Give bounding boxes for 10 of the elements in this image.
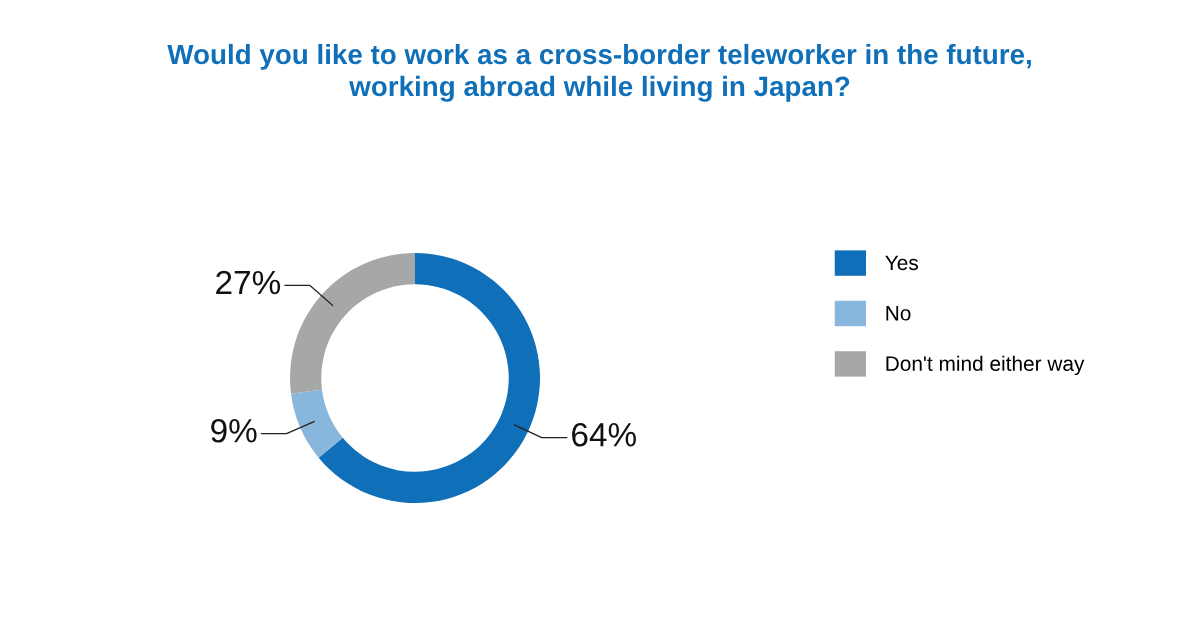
legend-label: No	[886, 306, 911, 321]
data-label: 9%	[211, 418, 257, 443]
donut-slice	[290, 253, 415, 394]
donut-slice	[318, 253, 540, 503]
chart-title: Would you like to work as a cross-border teleworker in the future, working abroad while living in Japan?	[167, 43, 1031, 102]
data-label: 64%	[572, 422, 636, 447]
legend-label: Don't mind either way	[886, 355, 1085, 376]
legend-label: Yes	[885, 255, 918, 271]
donut-slice	[290, 389, 343, 458]
data-label: 27%	[216, 270, 281, 295]
